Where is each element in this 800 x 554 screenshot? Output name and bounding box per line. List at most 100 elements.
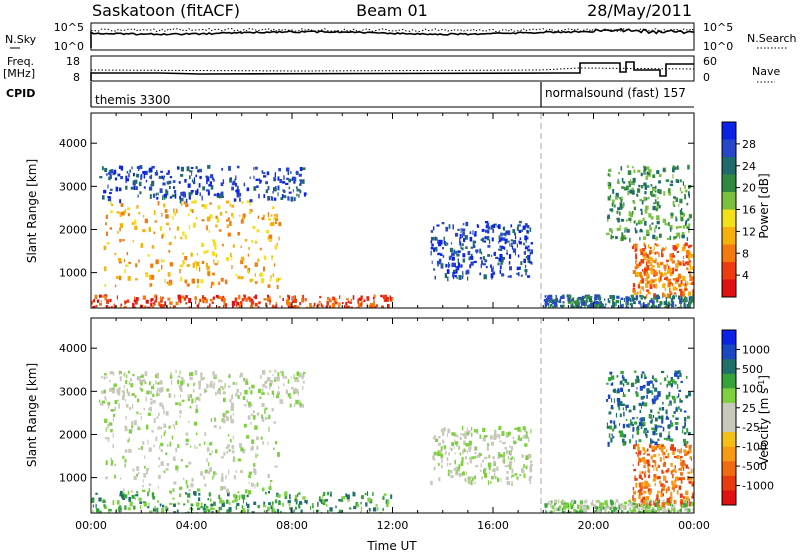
data-cell — [682, 429, 684, 434]
data-cell — [646, 394, 648, 399]
data-cell — [208, 184, 212, 187]
data-cell — [252, 225, 256, 229]
data-cell — [453, 467, 456, 471]
data-cell — [615, 499, 619, 503]
data-cell — [661, 370, 665, 374]
data-cell — [625, 404, 629, 408]
data-cell — [604, 500, 608, 506]
data-cell — [665, 488, 668, 494]
data-cell — [248, 247, 250, 250]
data-cell — [674, 304, 677, 307]
data-cell — [687, 451, 690, 454]
data-cell — [670, 303, 673, 307]
data-cell — [104, 372, 107, 376]
data-cell — [241, 505, 244, 509]
data-cell — [240, 259, 244, 265]
data-cell — [633, 182, 635, 186]
data-cell — [644, 185, 648, 188]
data-cell — [623, 187, 627, 191]
data-cell — [678, 477, 682, 481]
data-cell — [489, 471, 491, 474]
data-cell — [363, 299, 366, 302]
data-cell — [282, 181, 286, 184]
data-cell — [255, 453, 257, 459]
data-cell — [234, 297, 238, 303]
data-cell — [606, 232, 610, 236]
data-cell — [526, 431, 528, 436]
data-cell — [645, 271, 648, 275]
data-cell — [684, 184, 686, 189]
data-cell — [177, 375, 181, 378]
data-cell — [435, 438, 438, 442]
data-cell — [487, 226, 491, 230]
data-cell — [322, 305, 324, 308]
velocity-colorbar-label: Velocity [m s-1] — [757, 375, 771, 465]
data-cell — [481, 251, 483, 255]
data-cell — [651, 222, 654, 225]
data-cell — [188, 461, 192, 465]
data-cell — [554, 503, 556, 506]
data-cell — [684, 453, 688, 456]
data-cell — [580, 307, 583, 308]
data-cell — [130, 186, 134, 190]
data-cell — [551, 501, 553, 504]
data-cell — [661, 444, 664, 448]
data-cell — [689, 263, 692, 268]
data-cell — [288, 503, 291, 507]
data-cell — [157, 500, 159, 503]
data-cell — [657, 490, 660, 493]
data-cell — [617, 400, 621, 406]
data-cell — [689, 455, 692, 459]
data-cell — [492, 456, 495, 460]
data-cell — [212, 177, 214, 181]
data-cell — [609, 194, 612, 198]
data-cell — [547, 295, 551, 300]
data-cell — [113, 383, 117, 387]
data-cell — [641, 200, 644, 205]
data-cell — [188, 192, 192, 196]
data-cell — [268, 218, 271, 221]
data-cell — [219, 497, 222, 502]
data-cell — [231, 395, 234, 399]
data-cell — [454, 452, 456, 455]
data-cell — [607, 298, 609, 303]
data-cell — [687, 508, 691, 512]
data-cell — [617, 404, 620, 408]
data-cell — [148, 227, 151, 232]
data-cell — [507, 463, 510, 468]
data-cell — [673, 292, 677, 295]
data-cell — [643, 166, 647, 172]
data-cell — [212, 475, 214, 480]
data-cell — [340, 498, 343, 502]
data-cell — [567, 297, 571, 302]
data-cell — [673, 246, 677, 251]
data-cell — [512, 248, 517, 253]
data-cell — [215, 215, 218, 220]
data-cell — [688, 432, 691, 436]
data-cell — [344, 305, 346, 308]
data-cell — [602, 503, 604, 507]
data-cell — [623, 434, 627, 438]
data-cell — [643, 169, 645, 175]
data-cell — [652, 205, 656, 211]
data-cell — [655, 294, 660, 298]
data-cell — [501, 273, 505, 277]
data-cell — [192, 222, 196, 228]
data-cell — [261, 170, 264, 174]
data-cell — [312, 503, 314, 509]
data-cell — [599, 300, 603, 304]
data-cell — [671, 480, 674, 485]
data-cell — [203, 510, 207, 513]
data-cell — [647, 196, 650, 200]
data-cell — [655, 432, 658, 436]
data-cell — [654, 482, 656, 487]
data-cell — [562, 507, 564, 512]
data-cell — [268, 486, 272, 490]
data-cell — [570, 304, 574, 308]
data-cell — [632, 502, 636, 505]
data-cell — [235, 393, 238, 397]
data-cell — [139, 412, 142, 415]
data-cell — [203, 376, 205, 380]
data-cell — [632, 289, 636, 293]
data-cell — [630, 502, 633, 507]
